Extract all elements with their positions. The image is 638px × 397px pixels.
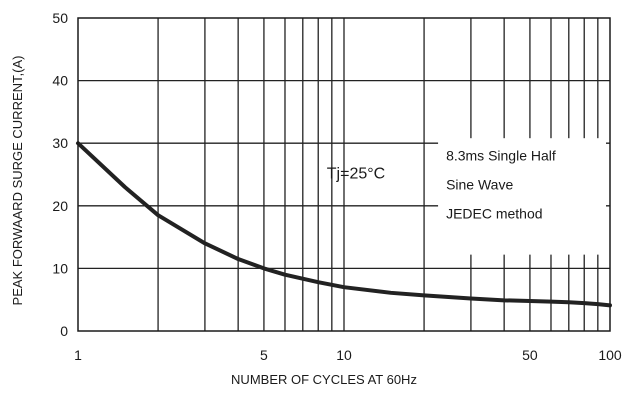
y-tick-label: 20 [52,198,68,214]
surge-current-curve [76,141,612,308]
x-axis-title: NUMBER OF CYCLES AT 60Hz [231,372,417,387]
x-tick-label: 1 [74,347,82,363]
plot-frame [77,17,611,332]
x-tick-label: 100 [598,347,622,363]
x-tick-label: 10 [336,347,352,363]
waveform-note-line-3: JEDEC method [446,205,542,221]
annotation-box [438,138,606,255]
curve-layer [76,141,612,308]
waveform-note-line-1: 8.3ms Single Half [446,148,556,164]
x-tick-label: 5 [260,347,268,363]
x-tick-label: 50 [522,347,538,363]
waveform-note-line-2: Sine Wave [446,177,513,193]
temperature-annotation: Tj=25°C [327,165,385,182]
y-tick-label: 10 [52,260,68,276]
y-tick-label: 50 [52,10,68,26]
y-tick-label: 40 [52,73,68,89]
tick-labels: 0 10 20 30 40 50 1 5 10 50 100 [52,10,621,363]
y-tick-label: 0 [60,323,68,339]
y-axis-title: PEAK FORWAARD SURGE CURRENT,(A) [10,56,25,306]
y-tick-label: 30 [52,135,68,151]
